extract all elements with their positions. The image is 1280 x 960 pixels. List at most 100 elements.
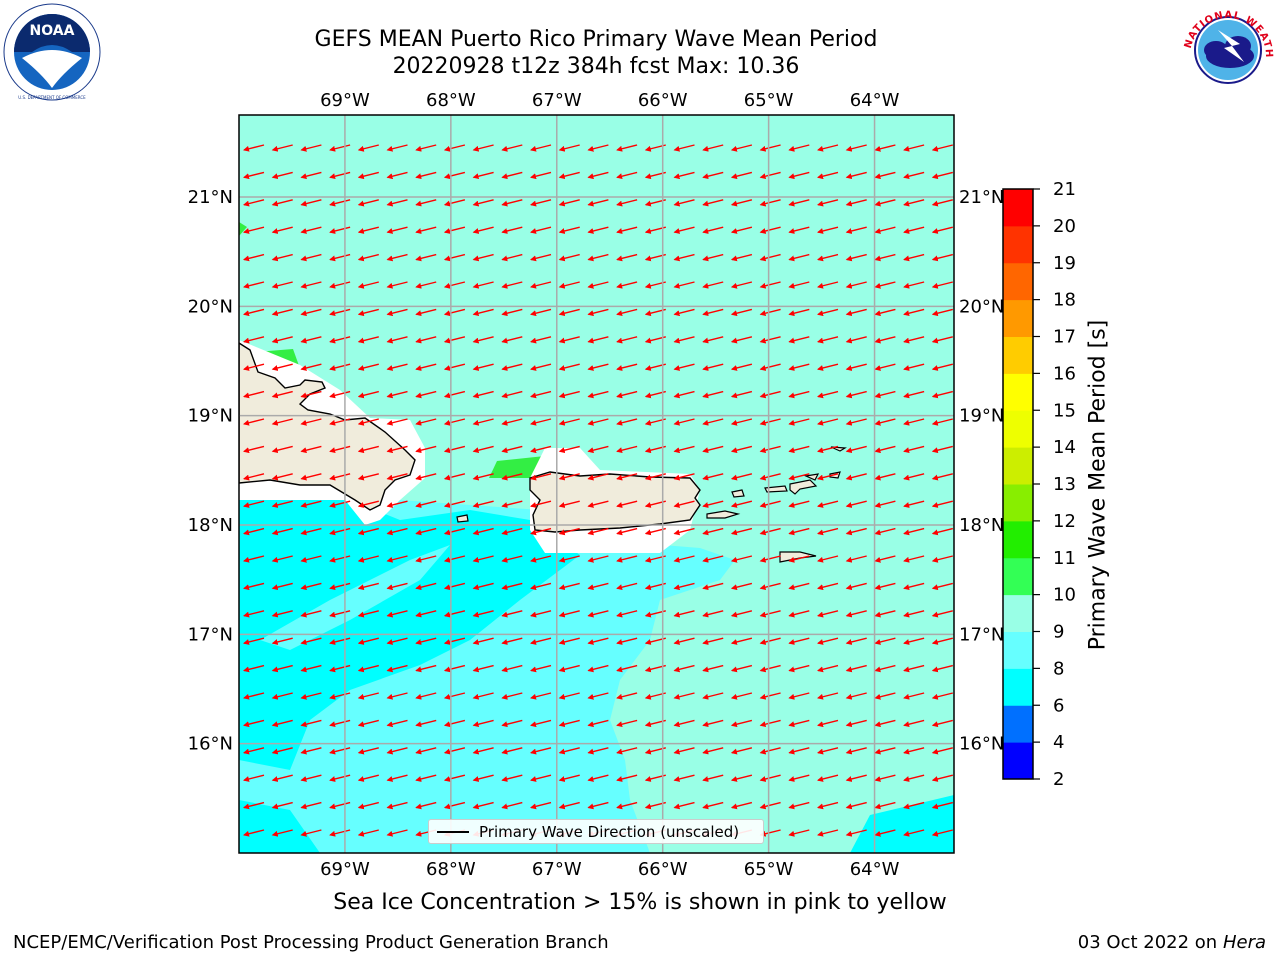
period-field-10-11-c (239, 222, 247, 236)
wave-arrow (903, 171, 925, 180)
wave-arrow (788, 336, 810, 344)
wave-arrow (702, 199, 724, 207)
lat-label-left: 18°N (188, 515, 233, 536)
wave-arrow (702, 664, 724, 673)
wave-arrow (415, 610, 437, 618)
wave-arrow (616, 308, 638, 317)
wave-arrow (845, 226, 867, 234)
wave-arrow (817, 199, 839, 207)
wave-arrow (501, 253, 523, 262)
wave-arrow (788, 308, 810, 317)
wave-arrow (415, 527, 437, 536)
wave-arrow (788, 418, 810, 426)
wave-arrow (558, 336, 580, 344)
wave-arrow (702, 418, 724, 426)
wave-arrow (501, 582, 523, 591)
wave-arrow (472, 555, 494, 563)
wave-arrow (530, 253, 552, 262)
wave-arrow (845, 500, 867, 508)
wave-arrow (357, 418, 379, 426)
wave-arrow (329, 281, 351, 289)
wave-arrow (501, 801, 523, 810)
lat-label-right: 19°N (959, 406, 1004, 427)
wave-arrow (300, 171, 322, 180)
wave-arrow (300, 774, 322, 782)
wave-arrow (616, 774, 638, 782)
wave-arrow (673, 774, 695, 782)
wave-arrow (357, 171, 379, 180)
wave-arrow (903, 144, 925, 152)
wave-arrow (530, 719, 552, 728)
wave-arrow (931, 664, 953, 673)
wave-arrow (357, 829, 379, 837)
land-sombrero (830, 446, 847, 452)
wave-arrow (759, 527, 781, 536)
land-puerto-rico (529, 471, 701, 533)
wave-arrow (271, 199, 293, 207)
wave-arrow (730, 774, 753, 782)
wave-arrow (558, 390, 580, 399)
wave-arrow (616, 664, 638, 673)
wave-arrow (874, 308, 896, 317)
wave-arrow (300, 747, 322, 755)
wave-arrow (415, 582, 437, 591)
wave-arrow (386, 719, 408, 728)
wave-arrow (616, 582, 638, 591)
footer-date: 03 Oct 2022 on Hera (1078, 932, 1266, 953)
wave-arrow (472, 418, 494, 426)
wave-arrow (931, 637, 953, 645)
wave-arrow (329, 418, 351, 426)
lon-label-bottom: 65°W (744, 859, 794, 880)
wave-arrow (386, 308, 408, 317)
wave-arrow (874, 747, 896, 755)
wave-arrow (931, 253, 953, 262)
wave-arrow (759, 171, 781, 180)
wave-arrow (443, 336, 466, 344)
wave-arrow (702, 719, 724, 728)
wave-arrow (472, 500, 494, 508)
colorbar-tick-label: 20 (1053, 216, 1076, 237)
noaa-logo-icon: NOAA U.S. DEPARTMENT OF COMMERCE (3, 3, 101, 101)
wave-arrow (530, 336, 552, 344)
wave-arrow (530, 418, 552, 426)
wave-arrow (817, 363, 839, 371)
wave-arrow (415, 171, 437, 180)
wave-arrow (443, 664, 466, 673)
wave-arrow (243, 418, 265, 426)
colorbar-tick-label: 17 (1053, 327, 1076, 348)
wave-arrow (903, 692, 925, 700)
wave-arrow (243, 582, 265, 591)
wave-arrow (443, 445, 466, 454)
wave-arrow (587, 692, 609, 700)
wave-arrow (759, 308, 781, 317)
map-title: GEFS MEAN Puerto Rico Primary Wave Mean … (314, 27, 878, 52)
wave-arrow (329, 500, 351, 508)
wave-arrow (501, 445, 523, 454)
colorbar-tick-label: 2 (1053, 769, 1064, 790)
wave-arrow (931, 774, 953, 782)
wave-arrow (443, 363, 466, 371)
wave-arrow (730, 253, 753, 262)
wave-arrow (845, 171, 867, 180)
wave-arrow (386, 226, 408, 234)
wave-arrow (759, 555, 781, 563)
wave-arrow (616, 555, 638, 563)
wave-arrow (730, 363, 753, 371)
wave-arrow (788, 390, 810, 399)
wave-arrow (386, 692, 408, 700)
wave-arrow (415, 664, 437, 673)
svg-text:U.S. DEPARTMENT OF COMMERCE: U.S. DEPARTMENT OF COMMERCE (18, 95, 86, 100)
wave-arrow (501, 418, 523, 426)
wave-arrow (673, 171, 695, 180)
wave-arrow (329, 390, 351, 399)
wave-arrow (271, 747, 293, 755)
wave-arrow (357, 253, 379, 262)
footer-date-text: 03 Oct 2022 on (1077, 932, 1223, 953)
wave-arrow (845, 664, 867, 673)
wave-arrow (817, 774, 839, 782)
wave-arrow (415, 418, 437, 426)
lon-labels-bottom: 69°W 68°W 67°W 66°W 65°W 64°W (320, 859, 900, 880)
wave-arrow (788, 637, 810, 645)
wave-arrow (443, 692, 466, 700)
wave-arrow (874, 527, 896, 536)
